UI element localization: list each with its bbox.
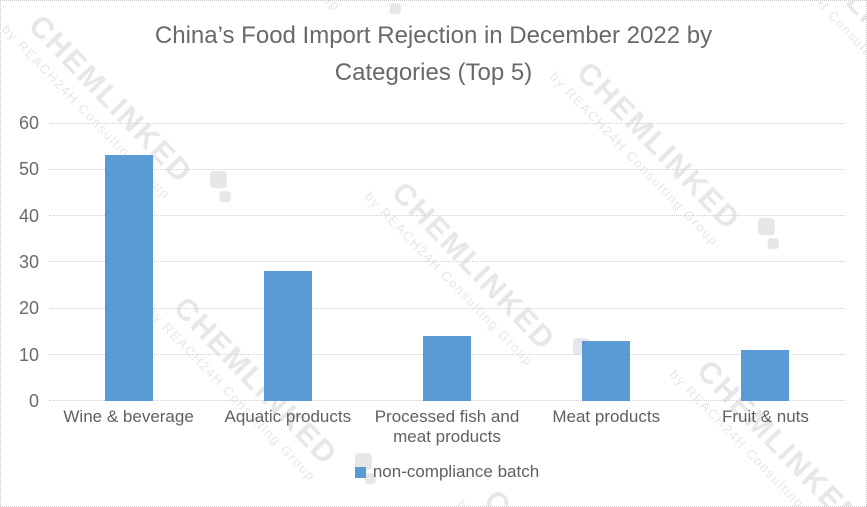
chart-title-line2: Categories (Top 5)	[334, 59, 533, 86]
bar-fruit-nuts	[741, 350, 790, 401]
x-axis-label: Processed fish and meat products	[374, 407, 520, 446]
watermark-brand: CHEMLINKED	[192, 1, 369, 2]
gridline	[49, 169, 845, 171]
legend-label: non-compliance batch	[372, 462, 540, 481]
bar-slot	[686, 123, 845, 401]
plot-area	[49, 123, 845, 401]
bar-slot	[367, 123, 526, 401]
watermark: CHEMLINKED by REACH24H Consulting Group	[454, 484, 690, 506]
x-axis-label: Meat products	[552, 407, 661, 426]
gridline	[49, 123, 845, 124]
chart-title-line1: China’s Food Import Rejection in Decembe…	[154, 22, 713, 49]
bar-slot	[527, 123, 686, 401]
x-axis-label: Fruit & nuts	[721, 407, 809, 426]
legend-swatch	[354, 466, 366, 478]
watermark-brand: CHEMLINKED	[477, 484, 654, 506]
bar-meat-products	[582, 340, 631, 401]
bar-slot	[208, 123, 367, 401]
bar-series	[49, 123, 845, 401]
bar-wine-beverage	[104, 155, 153, 401]
gridline	[49, 215, 845, 217]
gridline	[49, 307, 845, 309]
bar-aquatic-products	[263, 271, 312, 401]
chart-title: China’s Food Import Rejection in Decembe…	[41, 17, 826, 91]
x-axis: Wine & beverage Aquatic products Process…	[49, 407, 845, 447]
bar-processed-fish-meat	[423, 336, 471, 401]
legend: non-compliance batch	[49, 462, 845, 482]
x-axis-label: Aquatic products	[224, 407, 352, 426]
bar-slot	[49, 123, 208, 401]
x-axis-label: Wine & beverage	[63, 407, 194, 426]
y-axis: 60 50 40 30 20 10 0	[18, 113, 39, 411]
gridline	[49, 261, 845, 263]
watermark-byline: by REACH24H Consulting Group	[454, 497, 665, 506]
